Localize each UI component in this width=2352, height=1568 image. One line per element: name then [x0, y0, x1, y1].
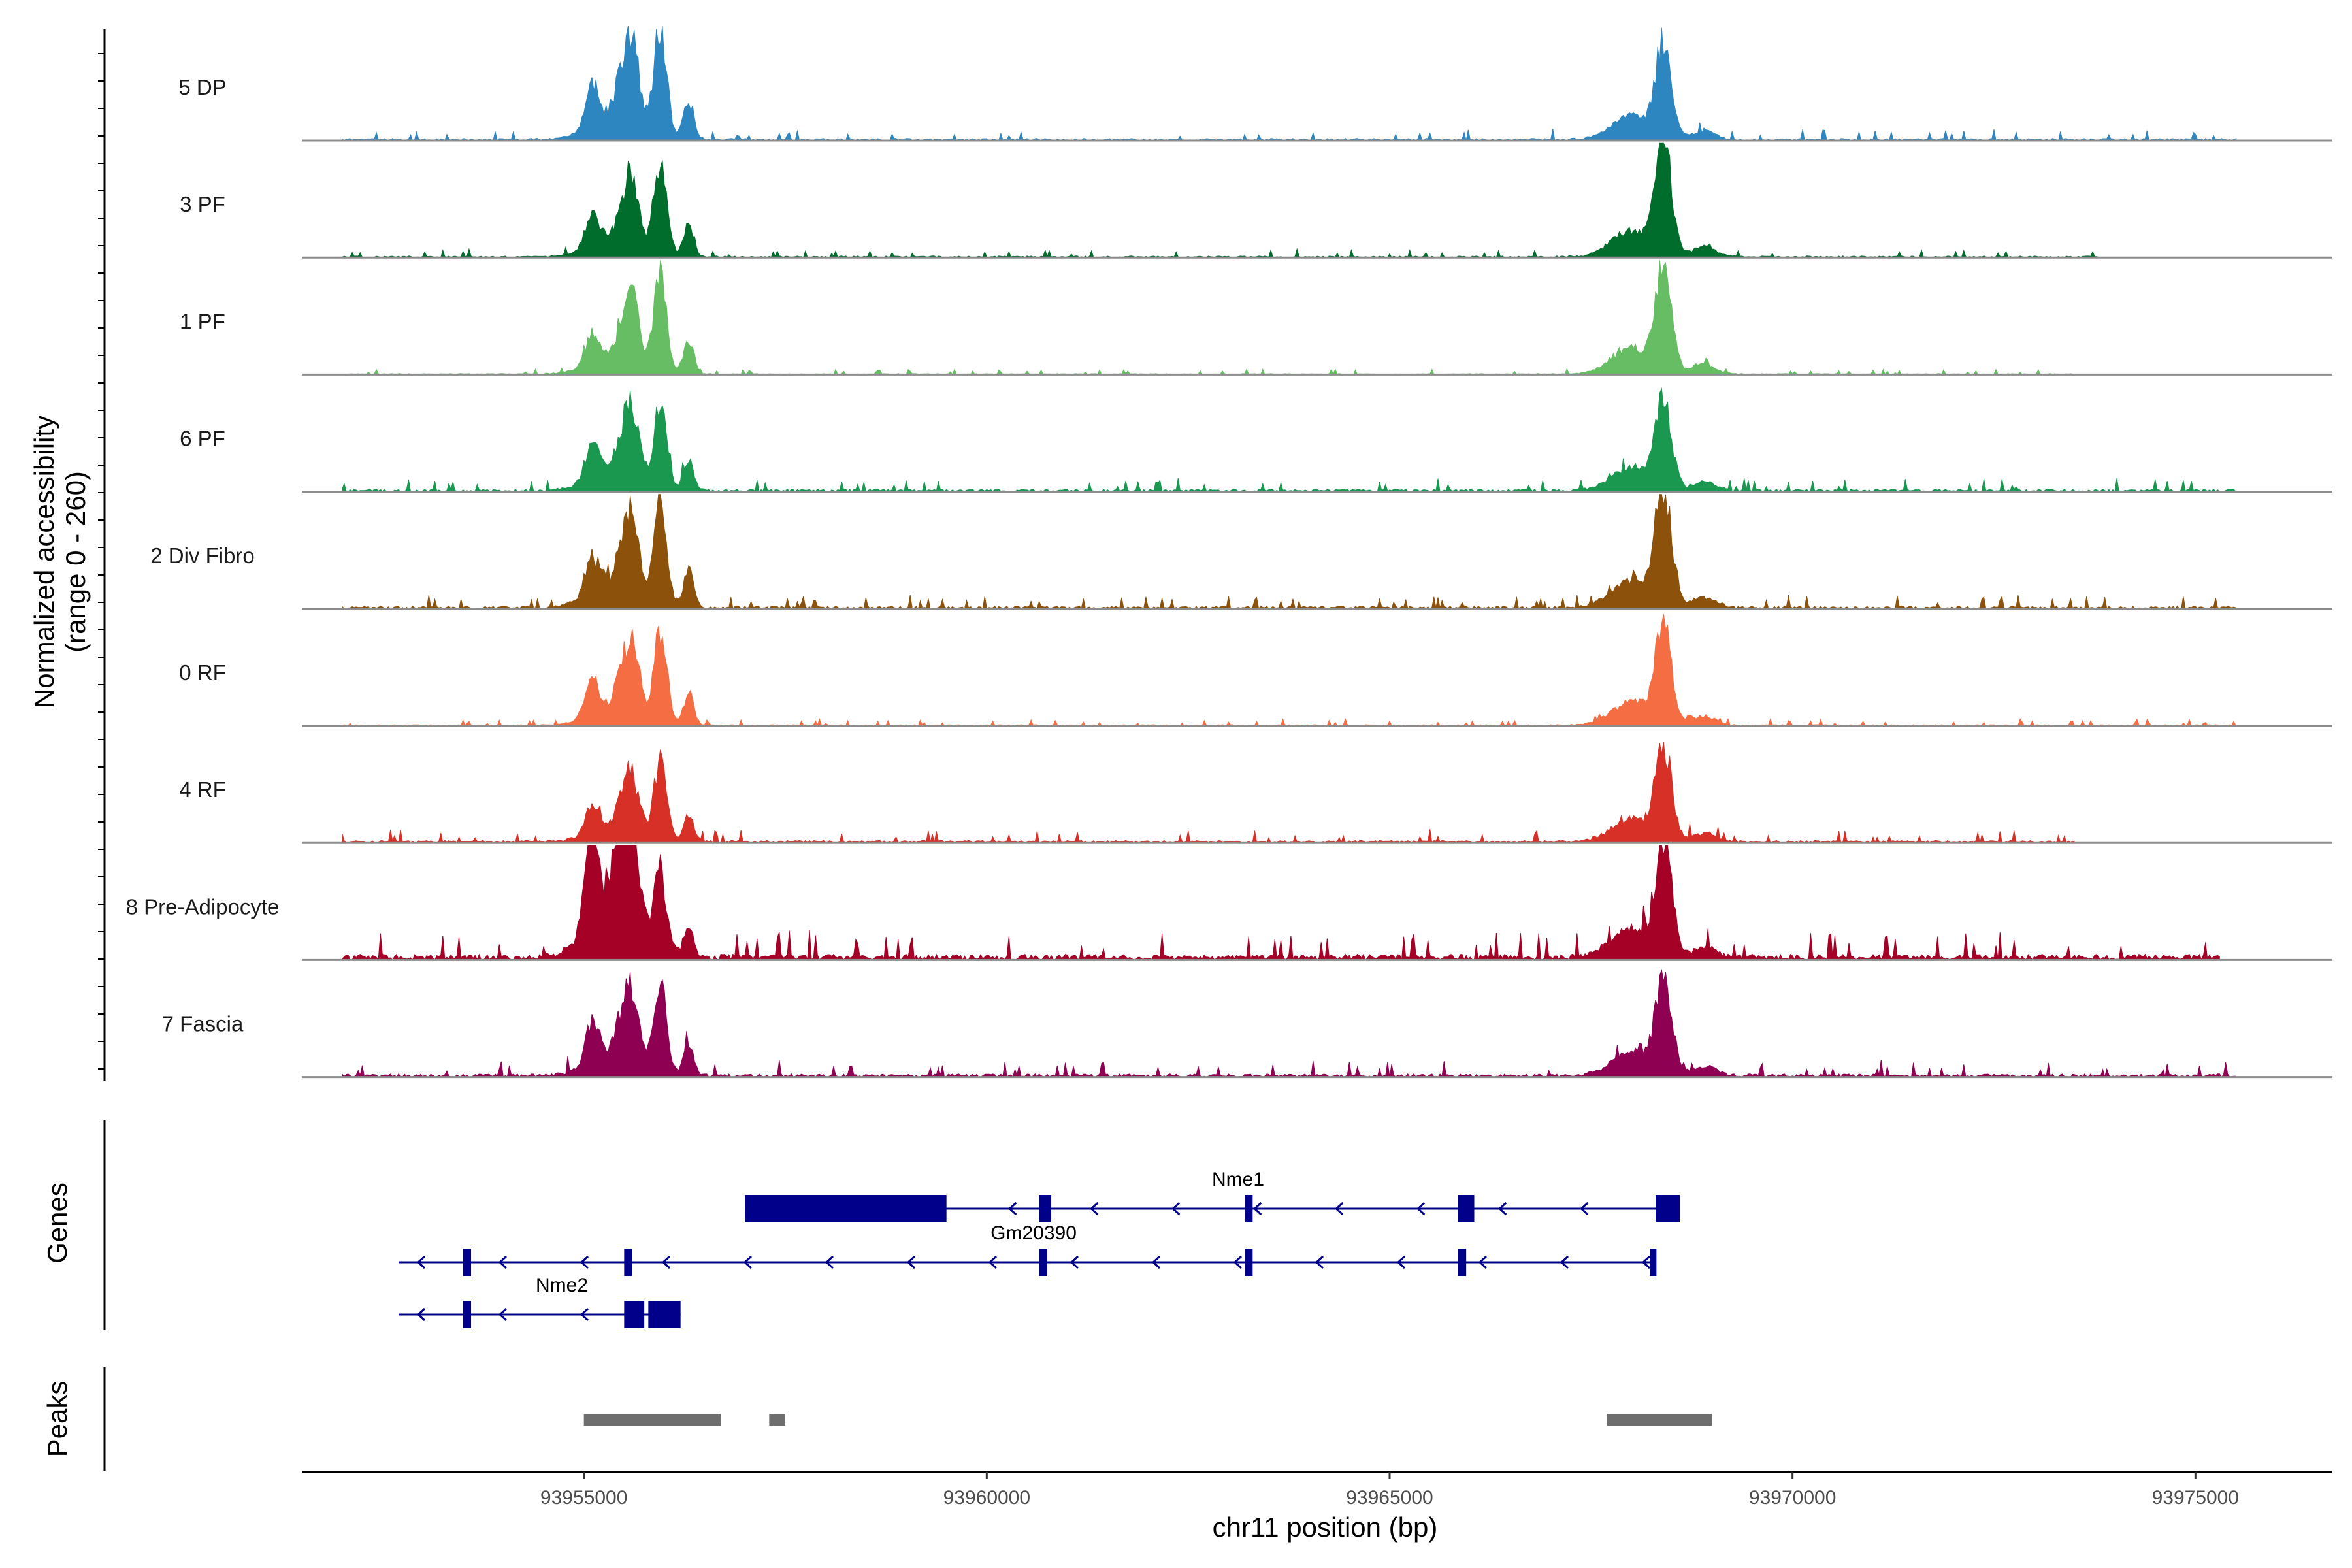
genes-panel: Nme1 Gm20390 Nme2 — [103, 1120, 1680, 1330]
strand-arrow — [1070, 1255, 1079, 1269]
track-label: 3 PF — [180, 192, 225, 216]
track-label: 7 Fascia — [162, 1012, 244, 1036]
track-label: 1 PF — [180, 309, 225, 333]
gene-name-label: Nme1 — [1212, 1169, 1264, 1190]
coverage-area — [342, 142, 2099, 259]
coverage-area — [342, 845, 2220, 961]
strand-arrow — [498, 1307, 508, 1322]
track-0-rf: 0 RF — [179, 614, 2332, 727]
coverage-area — [342, 260, 2075, 376]
strand-arrow — [416, 1307, 426, 1322]
gene-nme2: Nme2 — [399, 1275, 681, 1328]
track-label: 2 Div Fibro — [150, 544, 255, 568]
strand-arrow — [1008, 1201, 1017, 1216]
strand-arrow — [1233, 1255, 1243, 1269]
strand-arrow — [1498, 1201, 1507, 1216]
gene-name-label: Gm20390 — [990, 1222, 1077, 1244]
coverage-area — [342, 387, 2236, 493]
gene-exon — [1245, 1249, 1253, 1276]
gene-nme1: Nme1 — [745, 1169, 1680, 1222]
strand-arrow — [580, 1307, 589, 1322]
gene-exon — [1039, 1195, 1051, 1222]
strand-arrow — [1151, 1255, 1161, 1269]
strand-arrow — [661, 1255, 671, 1269]
coverage-area — [342, 25, 2236, 141]
strand-arrow — [1560, 1255, 1569, 1269]
x-axis-title: chr11 position (bp) — [1213, 1512, 1438, 1543]
gene-exon — [1458, 1249, 1467, 1276]
gene-exon — [1650, 1249, 1657, 1276]
x-tick-label: 93965000 — [1346, 1487, 1433, 1509]
strand-arrow — [825, 1255, 834, 1269]
track-4-rf: 4 RF — [179, 742, 2332, 844]
coverage-area — [342, 614, 2236, 727]
peak-region — [583, 1414, 721, 1426]
track-7-fascia: 7 Fascia — [162, 968, 2332, 1079]
y-axis-title-line1: Normalized accessibility — [29, 416, 59, 708]
gene-exon — [745, 1195, 947, 1222]
y-axis-title-line2: (range 0 - 260) — [60, 471, 91, 653]
strand-arrow — [498, 1255, 508, 1269]
x-axis: 93955000 93960000 93965000 93970000 93975000 — [302, 1471, 2332, 1509]
coverage-area — [342, 494, 2236, 610]
gene-exon — [463, 1301, 471, 1328]
strand-arrow — [906, 1255, 916, 1269]
strand-arrow — [1396, 1255, 1406, 1269]
track-label: 0 RF — [179, 661, 226, 685]
track-label: 8 Pre-Adipocyte — [126, 894, 280, 919]
coverage-area — [342, 968, 2236, 1079]
y-axis — [98, 29, 106, 1081]
gene-exon — [624, 1301, 645, 1328]
strand-arrow — [1253, 1201, 1262, 1216]
strand-arrow — [1580, 1201, 1589, 1216]
gene-exon — [1245, 1195, 1253, 1222]
x-tick-label: 93970000 — [1749, 1487, 1836, 1509]
track-8-pre-adipocyte: 8 Pre-Adipocyte — [126, 845, 2332, 961]
gene-gm20390: Gm20390 — [399, 1222, 1657, 1276]
strand-arrow — [1478, 1255, 1488, 1269]
peaks-panel — [103, 1367, 1712, 1471]
gene-exon — [624, 1249, 632, 1276]
x-tick-label: 93960000 — [943, 1487, 1030, 1509]
track-label: 4 RF — [179, 777, 226, 802]
gene-exon — [1458, 1195, 1475, 1222]
gene-exon — [1039, 1249, 1047, 1276]
strand-arrow — [1171, 1201, 1181, 1216]
strand-arrow — [1335, 1201, 1344, 1216]
strand-arrow — [1090, 1201, 1099, 1216]
strand-arrow — [580, 1255, 589, 1269]
strand-arrow — [1641, 1255, 1651, 1269]
gene-exon — [1656, 1195, 1680, 1222]
gene-name-label: Nme2 — [536, 1275, 588, 1296]
track-2-div-fibro: 2 Div Fibro — [150, 494, 2332, 610]
track-6-pf: 6 PF — [180, 387, 2332, 493]
genes-track-label: Genes — [42, 1183, 73, 1264]
track-3-pf: 3 PF — [180, 142, 2332, 259]
strand-arrow — [416, 1255, 426, 1269]
coverage-area — [342, 742, 2075, 844]
strand-arrow — [743, 1255, 753, 1269]
coverage-tracks: 5 DP 3 PF 1 PF 6 PF 2 Div Fibro 0 RF 4 RF 8 Pre… — [126, 25, 2332, 1079]
strand-arrow — [1315, 1255, 1324, 1269]
peak-region — [769, 1414, 785, 1426]
gene-exon — [463, 1249, 471, 1276]
peak-region — [1607, 1414, 1712, 1426]
track-label: 6 PF — [180, 427, 225, 451]
peaks-track-label: Peaks — [42, 1381, 73, 1458]
strand-arrow — [988, 1255, 998, 1269]
track-5-dp: 5 DP — [178, 25, 2332, 142]
track-label: 5 DP — [178, 75, 226, 99]
track-1-pf: 1 PF — [180, 260, 2332, 376]
gene-exon — [648, 1301, 681, 1328]
x-tick-label: 93975000 — [2152, 1487, 2239, 1509]
strand-arrow — [1416, 1201, 1426, 1216]
x-tick-label: 93955000 — [540, 1487, 627, 1509]
